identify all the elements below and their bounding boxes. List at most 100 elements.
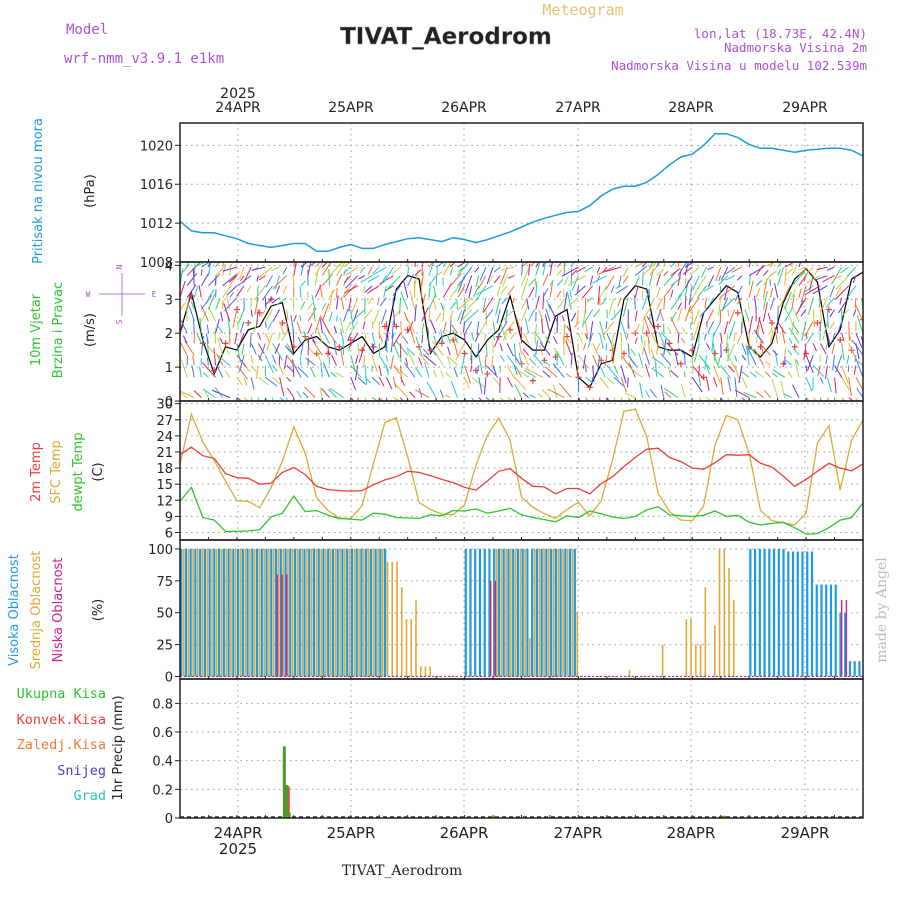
wind-arrow [229, 265, 232, 276]
legend-snow: Snijeg [57, 763, 106, 779]
wind-arrow [627, 343, 630, 355]
wind-arrow [670, 294, 683, 310]
wind-arrow [223, 302, 231, 322]
wind-arrow [846, 355, 850, 364]
wind-arrow [328, 288, 336, 298]
wind-arrow [364, 397, 367, 401]
wind-arrow [254, 297, 259, 315]
wind-arrow [313, 307, 316, 322]
wind-arrow [392, 297, 394, 305]
wind-arrow [728, 309, 736, 324]
wind-arrow [267, 321, 273, 331]
wind-arrow [546, 299, 551, 310]
wind-arrow [825, 355, 828, 364]
wind-arrow [215, 262, 220, 268]
wind-arrow [180, 302, 186, 310]
wind-arrow [599, 376, 609, 389]
wind-arrow [363, 355, 366, 367]
wind-arrow [406, 347, 416, 356]
wind-arrow [855, 377, 863, 392]
wind-arrow [746, 348, 750, 366]
wind-arrow [630, 348, 636, 356]
wind-arrow [770, 329, 774, 344]
wind-arrow [258, 266, 273, 279]
wind-arrow [309, 366, 316, 378]
wind-arrow [355, 355, 359, 364]
wind-arrow [791, 262, 794, 268]
wind-arrow [379, 275, 394, 285]
wind-arrow [592, 343, 600, 358]
wind-arrow [641, 271, 644, 286]
wind-arrow [677, 306, 683, 322]
wind-arrow [804, 321, 814, 337]
wind-arrow [350, 397, 355, 401]
wind-arrow [834, 365, 843, 378]
wind-arrow [762, 346, 771, 356]
wind-arrow [440, 302, 444, 310]
wind-arrow [383, 285, 387, 298]
wind-arrow [789, 327, 800, 344]
wind-arrow [206, 357, 209, 366]
wind-label-1: 10m Vjetar [29, 293, 44, 366]
wind-arrow [433, 370, 437, 378]
wind-arrow [680, 383, 686, 398]
wind-arrow [627, 397, 632, 401]
wind-arrow [661, 342, 672, 356]
dewpoint-line [180, 486, 863, 535]
y-tick-label: 18 [156, 462, 173, 477]
wind-arrow [453, 367, 458, 378]
wind-arrow [635, 262, 646, 268]
wind-arrow [208, 306, 217, 322]
wind-arrow [300, 262, 309, 268]
wind-arrow [853, 365, 857, 375]
wind-arrow [737, 275, 743, 281]
wind-arrow [570, 352, 573, 366]
wind-arrow [286, 355, 295, 366]
cloud-unit: (%) [91, 599, 106, 622]
wind-arrow [336, 273, 343, 286]
wind-arrow [807, 297, 814, 316]
wind-arrow [542, 359, 551, 366]
wind-arrow [392, 377, 397, 389]
gust-marker [336, 343, 343, 350]
wind-arrow [522, 351, 530, 366]
wind-arrow [274, 275, 281, 291]
wind-arrow [647, 340, 651, 356]
wind-arrow [570, 312, 577, 322]
wind-arrow [693, 343, 700, 363]
wind-arrow [728, 321, 736, 339]
wind-arrow [299, 356, 302, 366]
wind-arrow [814, 275, 828, 281]
wind-arrow [791, 320, 795, 334]
precip-axis-label: 1hr Precip (mm) [111, 695, 126, 800]
wind-arrow [396, 340, 409, 356]
wind-arrow [698, 397, 703, 401]
wind-arrow [812, 343, 818, 352]
wind-arrow [236, 376, 243, 386]
wind-arrow [762, 274, 772, 287]
wind-arrow [589, 321, 594, 341]
wind-arrow [777, 321, 786, 334]
wind-arrow [229, 262, 234, 268]
wind-arrow [765, 361, 771, 366]
wind-arrow [299, 285, 302, 298]
wind-arrow [556, 290, 562, 298]
wind-arrow [421, 271, 424, 286]
wind-arrow [684, 305, 692, 322]
wind-arrow [193, 390, 202, 398]
elevation-text: Nadmorska Visina 2m [724, 40, 867, 55]
wind-arrow [246, 285, 252, 293]
wind-arrow [848, 321, 850, 341]
wind-arrow [264, 332, 271, 344]
wind-arrow [624, 392, 636, 399]
wind-arrow [385, 333, 388, 353]
wind-arrow [700, 266, 707, 278]
wind-arrow [780, 380, 786, 398]
wind-arrow [523, 332, 530, 344]
wind-arrow [357, 376, 367, 386]
y-tick-label: 2 [165, 327, 173, 342]
wind-arrow [793, 309, 800, 322]
wind-arrow [773, 282, 779, 298]
model-name: wrf-nmm_v3.9.1 e1km [64, 51, 224, 67]
